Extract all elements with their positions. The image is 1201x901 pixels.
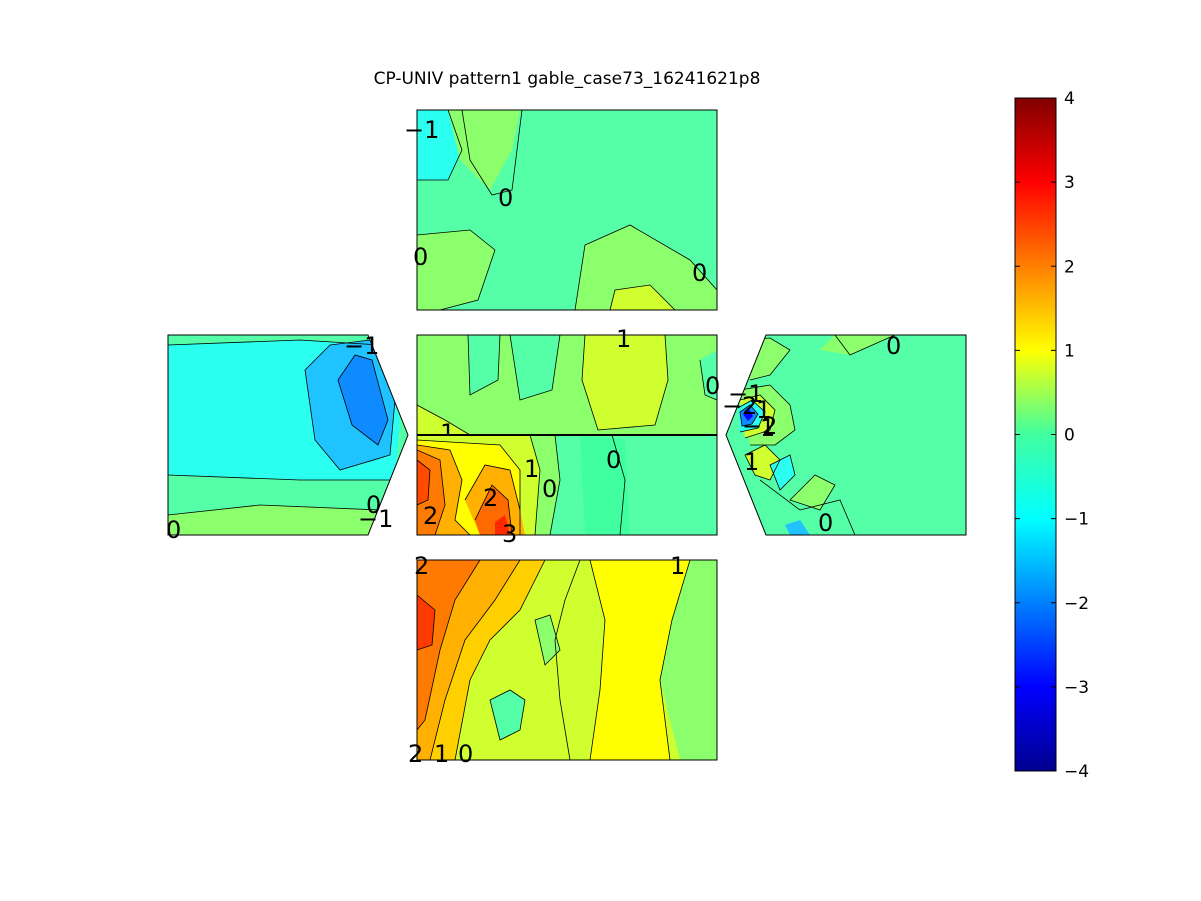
contour-label: 0 bbox=[458, 740, 473, 768]
panel-right-gable-frame bbox=[725, 334, 967, 536]
contour-label: 1 bbox=[760, 414, 775, 442]
colorbar: 4 3 2 1 0 −1 −2 −3 −4 bbox=[1014, 89, 1089, 782]
contour-label: 1 bbox=[756, 396, 771, 424]
panel-front-upper bbox=[417, 335, 717, 435]
contour-label: 2 bbox=[414, 552, 429, 580]
contour-label: 0 bbox=[606, 446, 621, 474]
colorbar-tick-label: 3 bbox=[1064, 173, 1075, 193]
colorbar-tick-label: −1 bbox=[1064, 510, 1089, 530]
panel-roof-lower-frame bbox=[416, 559, 718, 761]
colorbar-tick-label: −2 bbox=[1064, 594, 1089, 614]
contour-label: −1 bbox=[404, 116, 439, 144]
contour-label: 2 bbox=[423, 502, 438, 530]
chart-title: CP-UNIV pattern1 gable_case73_16241621p8 bbox=[374, 69, 761, 89]
contour-label: −1 bbox=[358, 505, 393, 533]
panel-roof-upper bbox=[417, 110, 717, 310]
contour-label: 0 bbox=[166, 516, 181, 544]
contour-label: 0 bbox=[818, 509, 833, 537]
contour-label: 3 bbox=[502, 520, 517, 548]
contour-label: 0 bbox=[542, 475, 557, 503]
contour-label: 0 bbox=[886, 332, 901, 360]
colorbar-tick-label: 2 bbox=[1064, 257, 1075, 277]
contour-label: 0 bbox=[413, 243, 428, 271]
contour-label: 1 bbox=[744, 448, 759, 476]
contour-label: 2 bbox=[483, 484, 498, 512]
contour-label: 1 bbox=[434, 740, 449, 768]
colorbar-gradient bbox=[1014, 97, 1057, 772]
panel-front-lower bbox=[417, 435, 717, 535]
contour-label: 0 bbox=[705, 372, 720, 400]
contour-label: −2 bbox=[742, 412, 777, 440]
colorbar-tick-label: 1 bbox=[1064, 341, 1075, 361]
contour-label: −2 bbox=[722, 392, 757, 420]
contour-label: 1 bbox=[616, 325, 631, 353]
panel-left-gable-frame bbox=[167, 334, 409, 536]
panel-roof-upper-frame bbox=[416, 109, 718, 311]
panel-left-gable bbox=[168, 335, 408, 535]
colorbar-tick-label: −3 bbox=[1064, 678, 1089, 698]
contour-label: 1 bbox=[524, 455, 539, 483]
contour-label: 0 bbox=[366, 491, 381, 519]
contour-label: 1 bbox=[670, 552, 685, 580]
colorbar-tick-label: 4 bbox=[1064, 89, 1075, 109]
contour-label: 2 bbox=[408, 740, 423, 768]
colorbar-tick-label: −4 bbox=[1064, 762, 1089, 782]
contour-label: −1 bbox=[344, 332, 379, 360]
colorbar-tick-label: 0 bbox=[1064, 426, 1075, 446]
contour-label: 0 bbox=[498, 184, 513, 212]
panel-roof-lower bbox=[417, 560, 717, 760]
panel-right-gable bbox=[726, 335, 966, 535]
contour-label: −1 bbox=[728, 380, 763, 408]
contour-label: 0 bbox=[692, 259, 707, 287]
